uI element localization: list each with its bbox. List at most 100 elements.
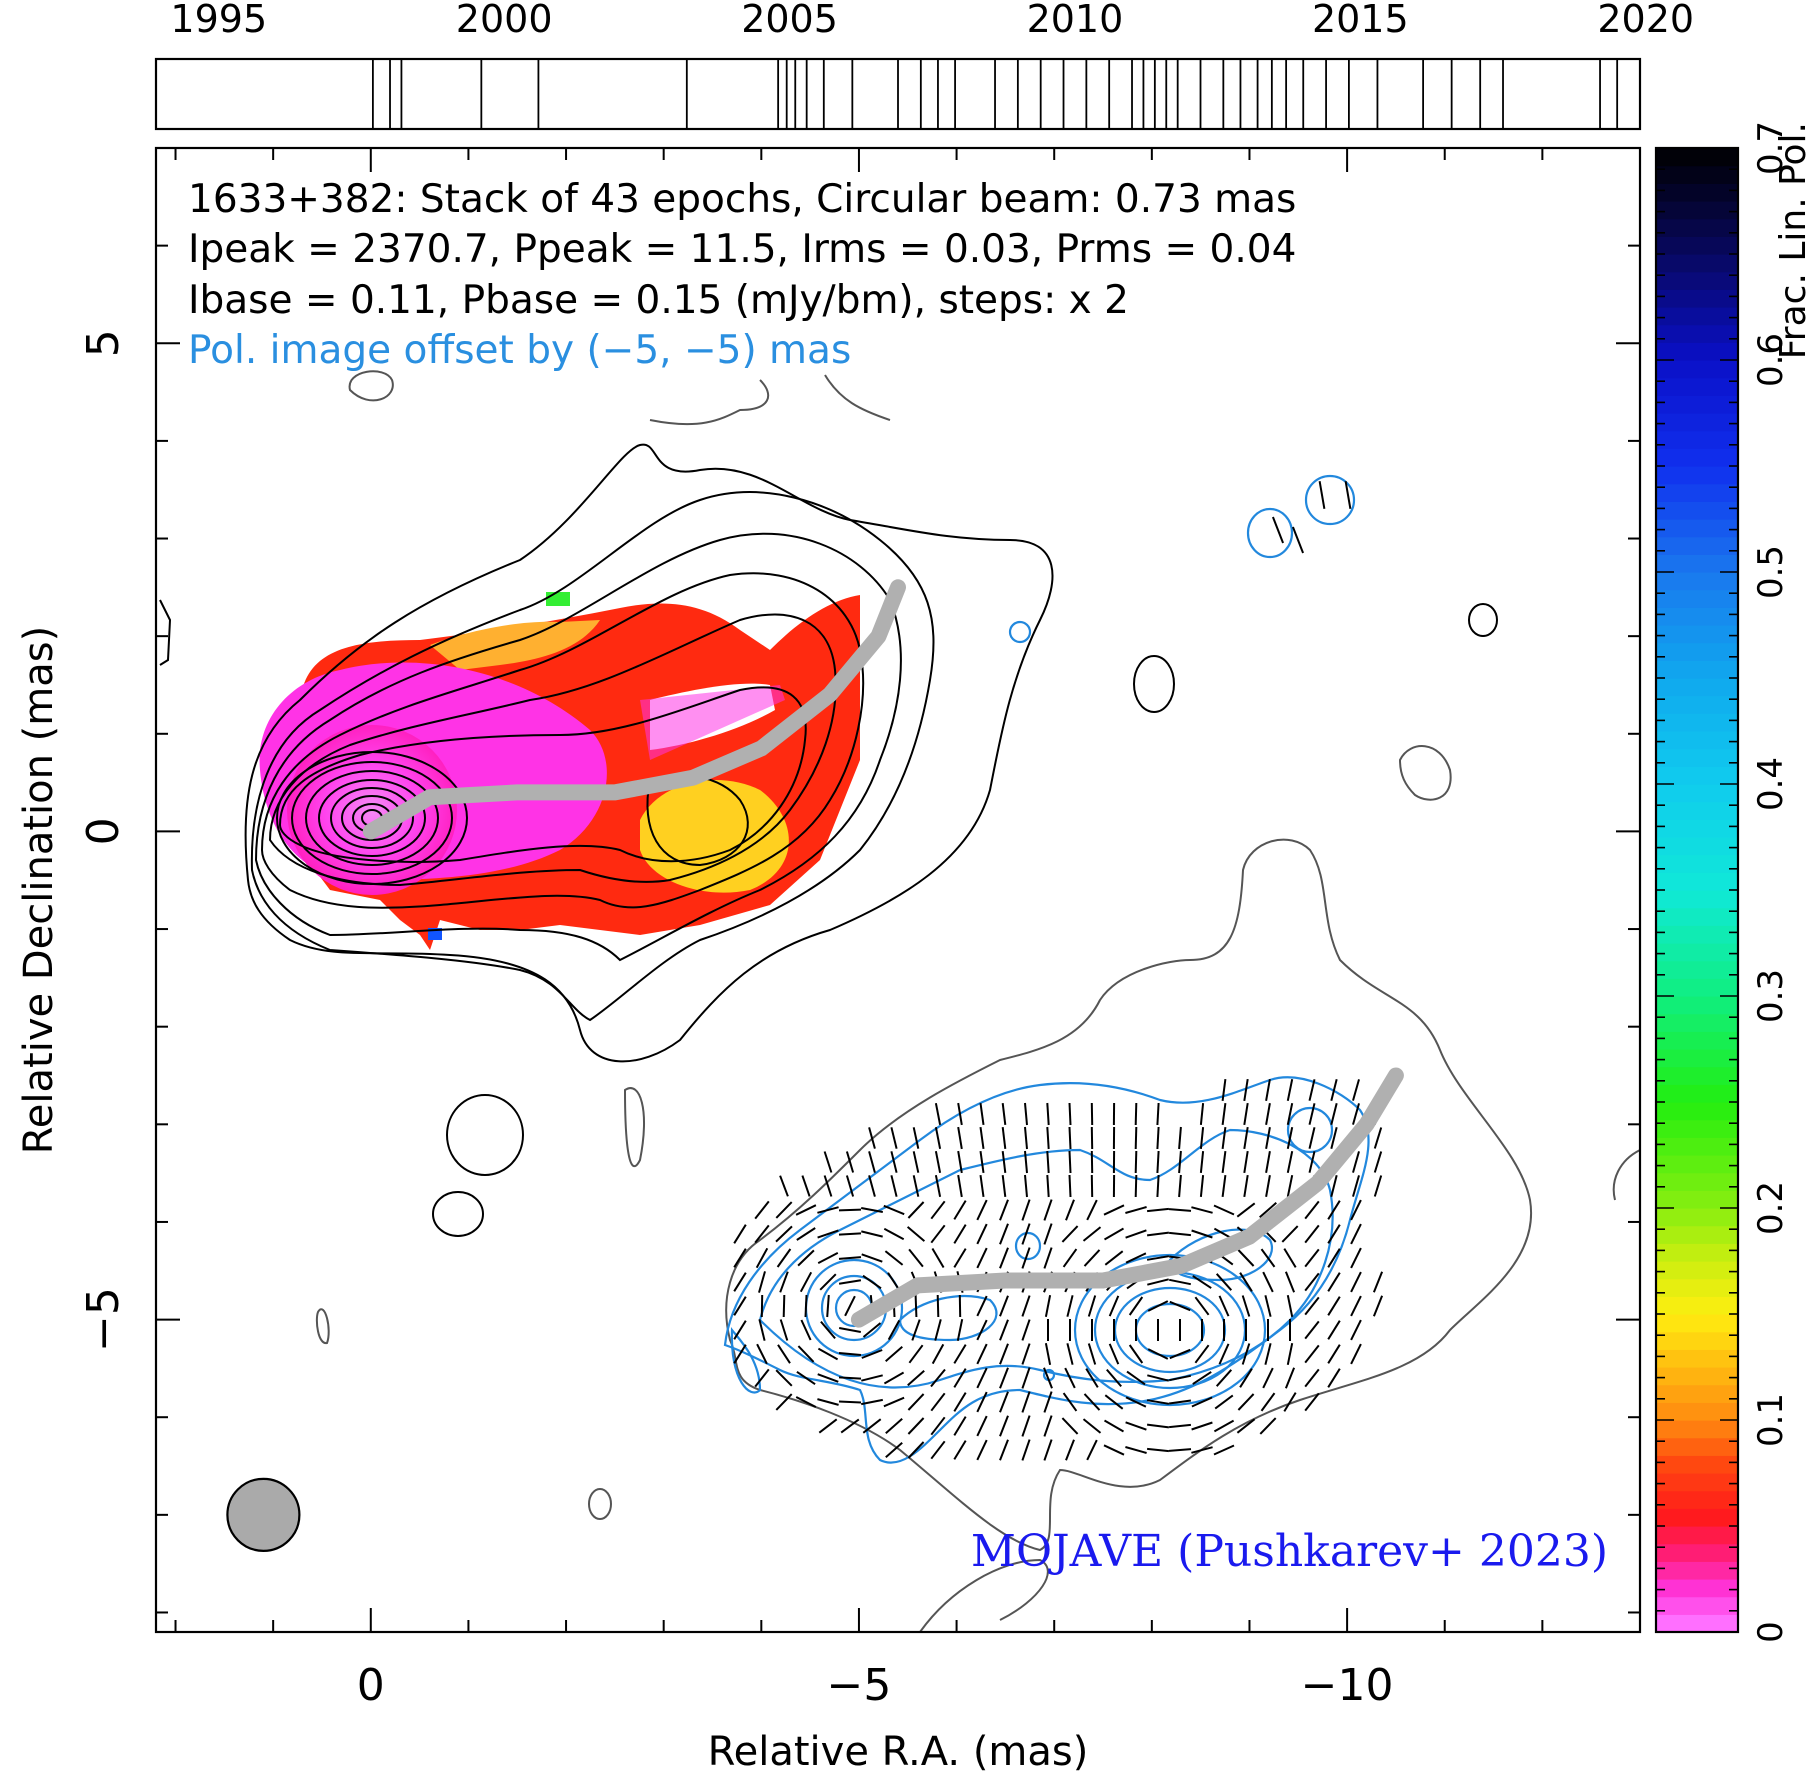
colorbar-strip <box>1656 1596 1738 1615</box>
evpa-tick <box>1243 1174 1249 1198</box>
colorbar-strip <box>1656 872 1738 891</box>
evpa-tick <box>804 1294 808 1318</box>
frac-pol-magenta-ridge <box>640 685 785 760</box>
frac-pol-orange-region <box>430 620 600 670</box>
evpa-tick <box>1191 1206 1213 1214</box>
evpa-tick <box>934 1175 942 1197</box>
evpa-tick <box>795 1396 817 1408</box>
evpa-tick <box>930 1416 946 1436</box>
evpa-tick <box>756 1343 768 1365</box>
evpa-tick <box>1065 1199 1075 1221</box>
evpa-tick <box>957 1126 963 1150</box>
evpa-tick <box>956 1319 964 1341</box>
evpa-tick <box>1103 1204 1125 1216</box>
evpa-tick <box>1125 1206 1147 1214</box>
colorbar-strip <box>1656 766 1738 785</box>
evpa-tick <box>1373 1127 1383 1149</box>
evpa-tick <box>953 1224 967 1244</box>
evpa-tick <box>1043 1367 1053 1389</box>
evpa-tick <box>1264 1343 1272 1365</box>
evpa-tick <box>1243 1126 1249 1150</box>
colorbar-strip <box>1656 642 1738 661</box>
evpa-tick <box>1024 1174 1028 1198</box>
colorbar-strip <box>1656 1331 1738 1350</box>
evpa-tick <box>1156 1126 1160 1150</box>
evpa-tick <box>1236 1418 1256 1434</box>
evpa-tick <box>1104 1394 1124 1410</box>
evpa-tick <box>1308 1127 1316 1149</box>
evpa-tick <box>838 1232 862 1236</box>
evpa-tick <box>1192 1275 1212 1289</box>
evpa-tick <box>911 1319 921 1341</box>
evpa-tick <box>1043 1415 1053 1437</box>
evpa-tick <box>1350 1247 1362 1269</box>
evpa-tick <box>1327 1200 1341 1220</box>
colorbar-strip <box>1656 1102 1738 1121</box>
frac-pol-yellow-region <box>640 780 789 893</box>
colorbar-strip <box>1656 1614 1738 1633</box>
evpa-tick <box>1286 1343 1294 1365</box>
colorbar-strip <box>1656 289 1738 308</box>
evpa-tick <box>1024 1150 1028 1174</box>
evpa-tick <box>838 1256 862 1260</box>
evpa-tick <box>979 1102 985 1126</box>
evpa-tick <box>755 1247 769 1269</box>
evpa-tick <box>1021 1199 1031 1221</box>
evpa-tick <box>868 1127 876 1149</box>
evpa-tick <box>1327 1368 1341 1388</box>
evpa-tick <box>1046 1102 1050 1126</box>
colorbar-strip <box>1656 854 1738 873</box>
evpa-tick <box>1327 1320 1341 1340</box>
frac-pol-green-pixel <box>546 592 570 606</box>
evpa-tick <box>1304 1320 1320 1340</box>
evpa-tick <box>953 1344 967 1364</box>
colorbar-strip <box>1656 218 1738 237</box>
evpa-tick <box>930 1392 946 1412</box>
evpa-tick <box>1062 1248 1078 1268</box>
evpa-tick <box>1286 1127 1294 1149</box>
colorbar-strip <box>1656 1296 1738 1315</box>
evpa-tick <box>1085 1368 1099 1388</box>
colorbar-strip <box>1656 960 1738 979</box>
evpa-tick <box>775 1201 793 1219</box>
evpa-tick <box>1021 1295 1031 1317</box>
evpa-tick <box>826 1294 830 1318</box>
evpa-tick <box>930 1224 946 1244</box>
evpa-tick <box>861 1398 883 1406</box>
colorbar-strip <box>1656 1526 1738 1545</box>
evpa-tick <box>838 1376 862 1380</box>
evpa-tick <box>1199 1174 1205 1198</box>
colorbar-strip <box>1656 1243 1738 1262</box>
evpa-tick <box>1043 1439 1053 1461</box>
evpa-tick <box>999 1415 1009 1437</box>
colorbar-strip <box>1656 837 1738 856</box>
evpa-tick <box>1168 1448 1192 1452</box>
evpa-tick <box>957 1174 963 1198</box>
evpa-tick <box>1021 1343 1031 1365</box>
evpa-tick <box>823 1151 833 1173</box>
evpa-tick <box>1146 1399 1170 1405</box>
evpa-tick <box>1350 1343 1362 1365</box>
colorbar-strip <box>1656 1225 1738 1244</box>
evpa-tick <box>976 1415 988 1437</box>
title-line-1: 1633+382: Stack of 43 epochs, Circular b… <box>188 177 1296 222</box>
colorbar-strip <box>1656 1579 1738 1598</box>
evpa-tick <box>1352 1103 1360 1125</box>
evpa-tick <box>1308 1151 1316 1173</box>
evpa-tick <box>979 1126 985 1150</box>
colorbar-strip <box>1656 236 1738 255</box>
colorbar-strip <box>1656 1473 1738 1492</box>
credit-text: MOJAVE (Pushkarev+ 2023) <box>971 1526 1608 1577</box>
evpa-tick <box>1221 1078 1227 1102</box>
evpa-tick <box>890 1127 898 1149</box>
evpa-tick <box>776 1248 792 1268</box>
year-label: 2020 <box>1597 0 1694 41</box>
evpa-tick <box>1215 1273 1233 1291</box>
evpa-tick <box>1103 1419 1125 1433</box>
evpa-tick <box>1330 1127 1338 1149</box>
evpa-tick <box>1082 1418 1102 1434</box>
evpa-tick <box>1147 1348 1169 1360</box>
evpa-tick <box>883 1371 905 1385</box>
evpa-tick <box>936 1294 940 1318</box>
evpa-tick <box>883 1204 905 1216</box>
